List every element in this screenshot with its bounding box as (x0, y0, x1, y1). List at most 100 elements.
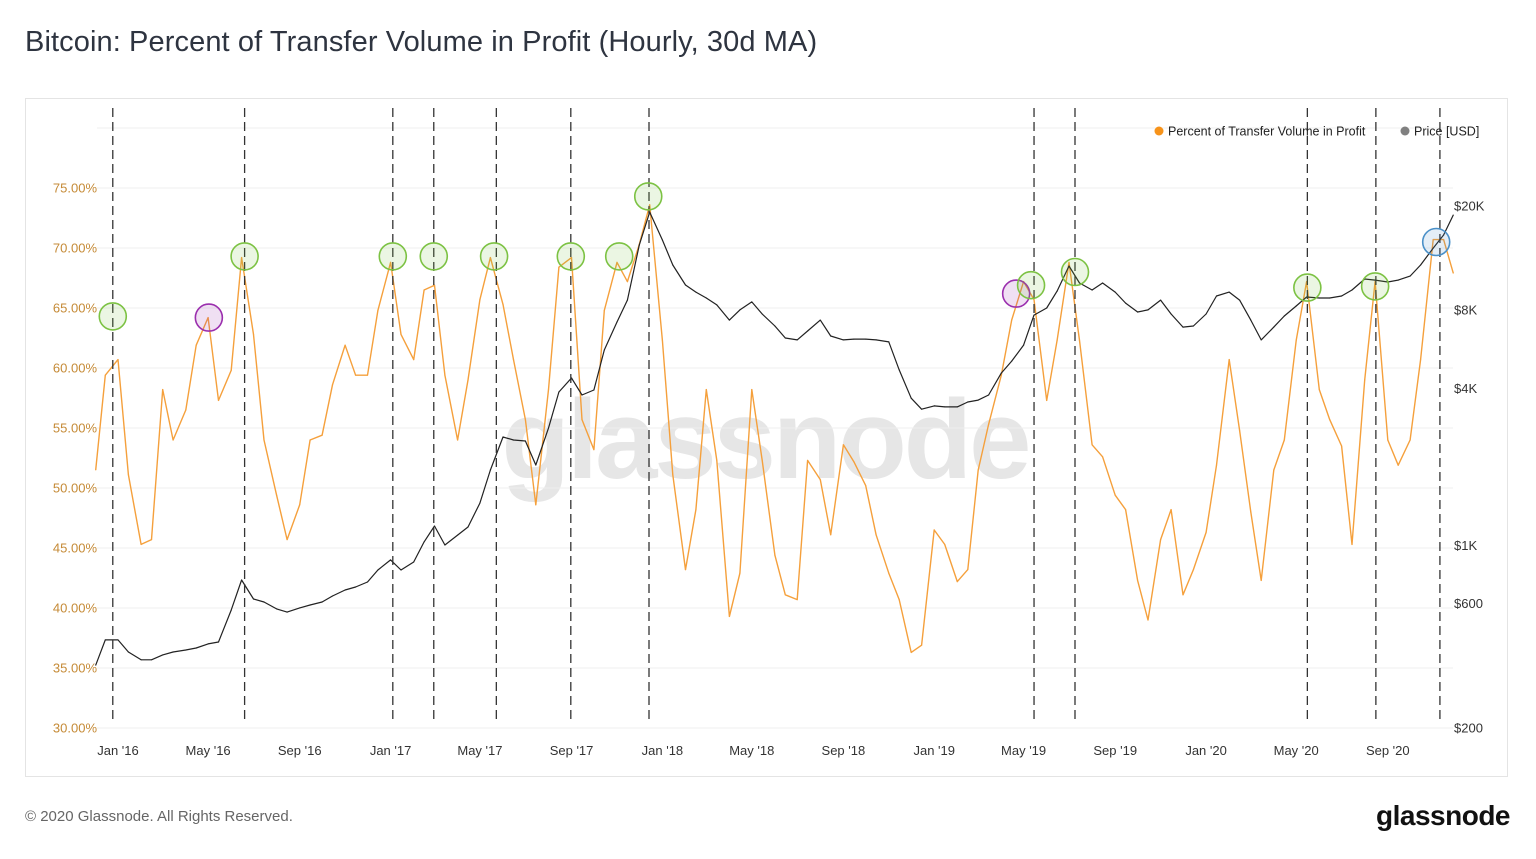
grid (97, 127, 1453, 729)
profit-point (1147, 619, 1149, 621)
price-point (479, 502, 481, 504)
y2-tick-label: $600 (1454, 596, 1483, 611)
x-tick-label: Jan '20 (1185, 743, 1227, 758)
profit-point (944, 543, 946, 546)
price-point (1215, 295, 1218, 297)
profit-point (1283, 439, 1285, 441)
profit-point (1136, 579, 1139, 582)
profit-point (389, 261, 392, 263)
price-point (853, 338, 855, 340)
price-point (774, 325, 776, 327)
price-point (1260, 339, 1262, 341)
profit-point (185, 409, 187, 411)
y-tick-label: 65.00% (53, 301, 98, 316)
price-point (672, 264, 674, 266)
profit-point (1000, 374, 1002, 376)
price-point (241, 579, 243, 581)
price-point (524, 440, 526, 442)
profit-point (1387, 439, 1389, 441)
price-point (344, 589, 346, 591)
y-tick-label: 75.00% (53, 181, 98, 196)
price-point (830, 335, 832, 337)
highlight-circle (1421, 227, 1451, 257)
profit-point (195, 344, 197, 346)
price-point (751, 301, 753, 303)
profit-point (1409, 439, 1411, 441)
profit-point (1452, 272, 1454, 274)
profit-point (751, 389, 753, 391)
profit-point (1114, 494, 1116, 496)
x-tick-label: Jan '16 (97, 743, 139, 758)
profit-point (400, 333, 402, 335)
profit-point (127, 474, 130, 476)
profit-point (1033, 299, 1035, 301)
y-tick-label: 70.00% (53, 241, 98, 256)
x-tick-label: May '17 (457, 743, 502, 758)
x-tick-label: Jan '18 (642, 743, 684, 758)
price-point (875, 339, 877, 341)
profit-point (649, 204, 651, 206)
profit-point (207, 317, 209, 319)
price-point (377, 569, 379, 571)
profit-point (217, 399, 220, 401)
price-point (1443, 234, 1445, 236)
profit-point (672, 474, 674, 476)
profit-point (1273, 469, 1275, 471)
profit-point (1215, 464, 1218, 466)
price-point (230, 609, 232, 611)
chart-title: Bitcoin: Percent of Transfer Volume in P… (25, 26, 818, 58)
y-axis-right: $200 $600 $1K $4K $8K $20K (1454, 199, 1485, 736)
y2-tick-label: $20K (1454, 199, 1485, 214)
profit-point (761, 459, 763, 461)
price-point (944, 406, 946, 408)
y-axis-left: 30.00% 35.00% 40.00% 45.00% 50.00% 55.00% 60.0… (53, 181, 98, 736)
price-point (366, 581, 369, 583)
price-point (1101, 282, 1104, 284)
legend[interactable]: Percent of Transfer Volume in Profit Pri… (1154, 125, 1480, 139)
price-point (1125, 302, 1127, 304)
highlight-circle (1360, 272, 1390, 301)
price-point (331, 595, 334, 597)
profit-point (1046, 399, 1048, 401)
profit-point (252, 333, 255, 335)
profit-point (1397, 464, 1399, 466)
highlight-circle (419, 242, 449, 271)
price-point (413, 561, 415, 563)
profit-point (535, 504, 537, 506)
legend-item-profit[interactable]: Percent of Transfer Volume in Profit (1168, 125, 1366, 139)
profit-point (570, 257, 573, 259)
price-point (784, 337, 786, 339)
profit-point (1238, 429, 1241, 431)
profit-point (162, 389, 164, 391)
price-point (1295, 305, 1297, 307)
profit-point (1364, 379, 1366, 381)
legend-item-price[interactable]: Price [USD] (1414, 125, 1479, 139)
price-point (321, 601, 323, 603)
x-tick-label: May '18 (729, 743, 774, 758)
profit-point (344, 344, 346, 346)
x-tick-label: Sep '16 (278, 743, 322, 758)
price-point (661, 239, 664, 241)
price-point (638, 244, 640, 246)
profit-point (603, 309, 605, 311)
glassnode-logo[interactable]: glassnode (1376, 800, 1510, 831)
profit-point (830, 534, 832, 536)
profit-point (1250, 511, 1252, 513)
price-point (1078, 282, 1081, 284)
price-point (1452, 214, 1454, 216)
profit-point (1125, 509, 1127, 511)
profit-point (684, 569, 687, 571)
x-tick-label: Sep '17 (550, 743, 594, 758)
profit-point (661, 339, 664, 341)
profit-point (95, 469, 97, 471)
price-point (898, 369, 900, 371)
price-point (389, 559, 392, 561)
x-tick-label: May '16 (186, 743, 231, 758)
y-tick-label: 45.00% (53, 541, 98, 556)
profit-point (1068, 261, 1070, 263)
profit-point (1351, 543, 1353, 546)
profit-point (1329, 419, 1331, 421)
y2-tick-label: $8K (1454, 302, 1477, 317)
profit-point (977, 469, 979, 471)
